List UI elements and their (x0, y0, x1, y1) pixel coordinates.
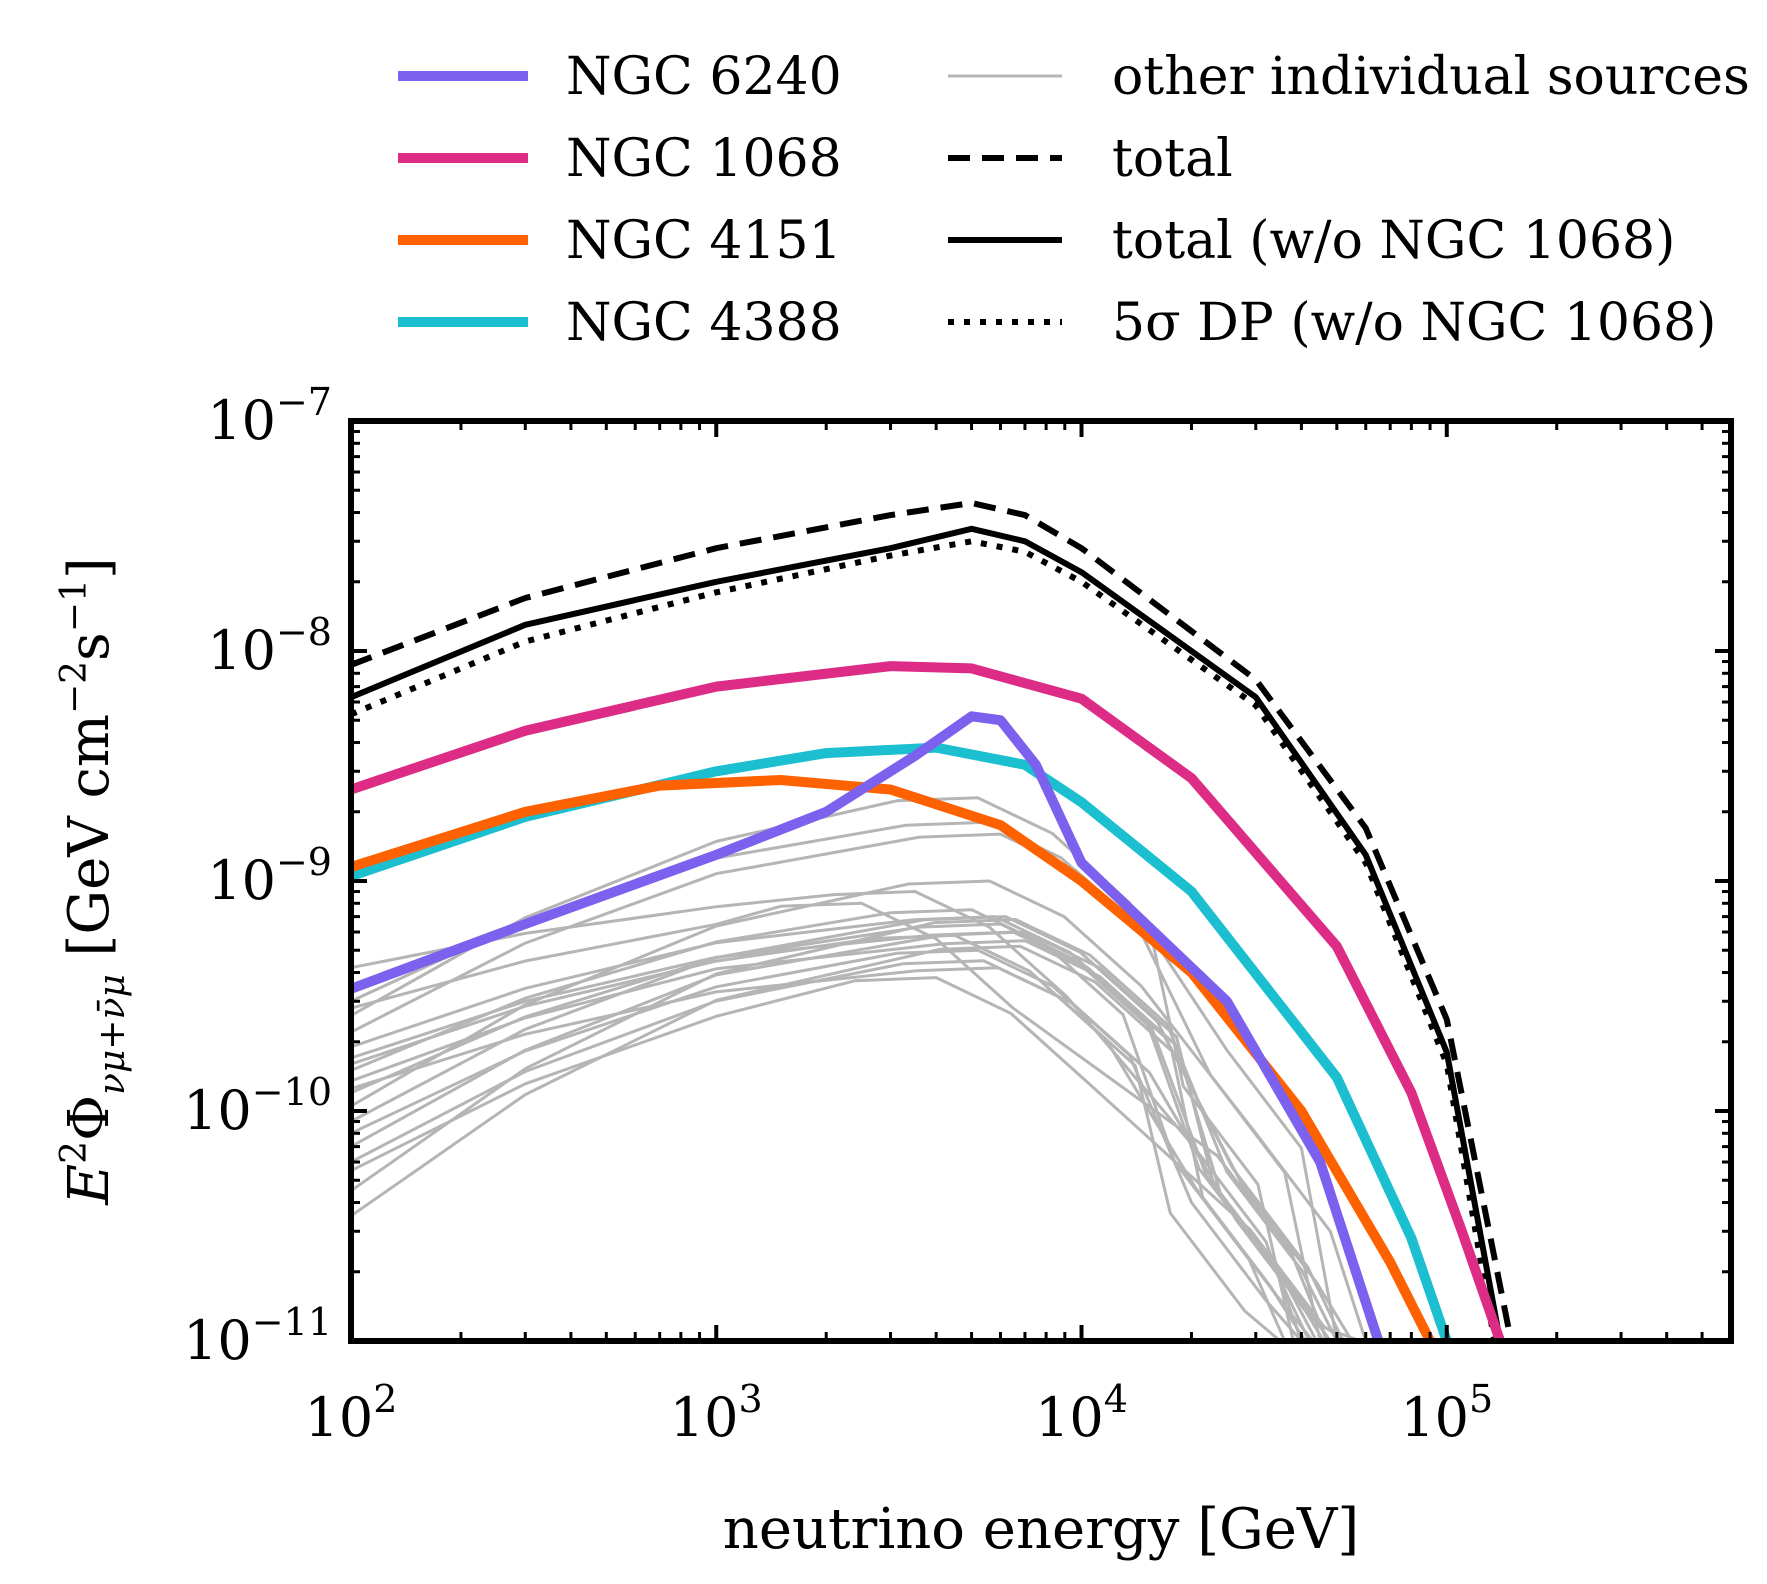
x-tick-label: 102 (305, 1377, 398, 1449)
legend-label: total (w/o NGC 1068) (1112, 211, 1675, 271)
legend-label: 5σ DP (w/o NGC 1068) (1112, 293, 1716, 353)
plot-frame (348, 418, 1734, 1344)
y-label-unit-close: ] (57, 557, 122, 579)
x-tick-label-base: 10 (670, 1386, 739, 1449)
other-sources-group (351, 796, 1368, 1341)
x-axis-label: neutrino energy [GeV] (723, 1497, 1359, 1562)
x-tick-label-base: 10 (305, 1386, 374, 1449)
other-source-line (351, 918, 1339, 1341)
y-label-unit-sup2: −1 (54, 579, 95, 632)
other-source-line (351, 976, 1361, 1341)
y-tick-label-base: 10 (207, 619, 276, 682)
y-tick-label-exp: −9 (276, 840, 332, 884)
y-label-unit-sup1: −2 (54, 661, 95, 714)
other-source-line (351, 901, 1329, 1341)
other-source-line (351, 966, 1347, 1341)
y-tick-label: 10−11 (183, 1300, 332, 1372)
other-source-line (351, 796, 1339, 1341)
other-source-line (351, 933, 1307, 1341)
y-label-lead: E (57, 1164, 122, 1206)
y-tick-label-exp: −7 (276, 380, 332, 424)
x-tick-label-exp: 5 (1469, 1377, 1493, 1421)
other-source-line (351, 915, 1345, 1341)
y-tick-label-base: 10 (183, 1079, 252, 1142)
series-ngc-4388-line (351, 742, 1452, 1341)
y-label-phi: Φ (57, 1095, 122, 1141)
legend-label: NGC 4151 (566, 211, 842, 271)
other-source-line (351, 939, 1332, 1341)
legend-label: NGC 6240 (566, 47, 842, 107)
x-tick-label-exp: 4 (1104, 1377, 1128, 1421)
y-tick-label-base: 10 (183, 1309, 252, 1372)
series-total-w-o-ngc-1068--line (351, 525, 1504, 1341)
y-tick-label-exp: −10 (252, 1070, 332, 1114)
other-source-line (351, 930, 1325, 1341)
legend-label: NGC 1068 (566, 129, 842, 189)
series-ngc-6240-line (351, 711, 1384, 1341)
x-tick-label: 103 (670, 1377, 763, 1449)
x-tick-label: 105 (1400, 1377, 1493, 1449)
y-tick-label-exp: −11 (252, 1300, 332, 1344)
other-source-line (351, 908, 1287, 1341)
y-label-phi-sub: νμ+ν̄μ (92, 974, 133, 1095)
y-tick-label: 10−10 (183, 1070, 332, 1142)
y-label-lead-sup: 2 (54, 1141, 95, 1164)
series-5-dp-w-o-ngc-1068--line (351, 538, 1498, 1341)
y-tick-label: 10−7 (207, 380, 332, 452)
svg-text:E2Φνμ+ν̄μ [GeV cm−2s−1]: E2Φνμ+ν̄μ [GeV cm−2s−1] (54, 557, 133, 1205)
axis-ticks (349, 419, 1733, 1343)
x-tick-label-exp: 2 (373, 1377, 397, 1421)
other-source-line (351, 879, 1368, 1341)
y-tick-label-base: 10 (207, 849, 276, 912)
y-label-unit-open: [GeV cm (57, 714, 122, 974)
y-axis-label: E2Φνμ+ν̄μ [GeV cm−2s−1] (54, 557, 133, 1205)
y-tick-label-exp: −8 (276, 610, 332, 654)
legend: NGC 6240 NGC 1068 NGC 4151 NGC 4388 other in… (398, 47, 1750, 353)
series-total-line (351, 500, 1515, 1341)
y-label-unit-mid: s (57, 632, 122, 661)
legend-label: total (1112, 129, 1233, 189)
y-tick-label-base: 10 (207, 389, 276, 452)
y-tick-label: 10−9 (207, 840, 332, 912)
y-tick-label: 10−8 (207, 610, 332, 682)
series-group (351, 500, 1515, 1341)
series-ngc-4151-line (351, 775, 1435, 1341)
x-tick-label-base: 10 (1035, 1386, 1104, 1449)
x-tick-label: 104 (1035, 1377, 1128, 1449)
legend-label: other individual sources (1112, 47, 1750, 107)
x-tick-label-base: 10 (1400, 1386, 1469, 1449)
other-source-line (351, 948, 1303, 1341)
series-ngc-1068-line (351, 661, 1505, 1341)
legend-label: NGC 4388 (566, 293, 842, 353)
x-tick-label-exp: 3 (739, 1377, 763, 1421)
